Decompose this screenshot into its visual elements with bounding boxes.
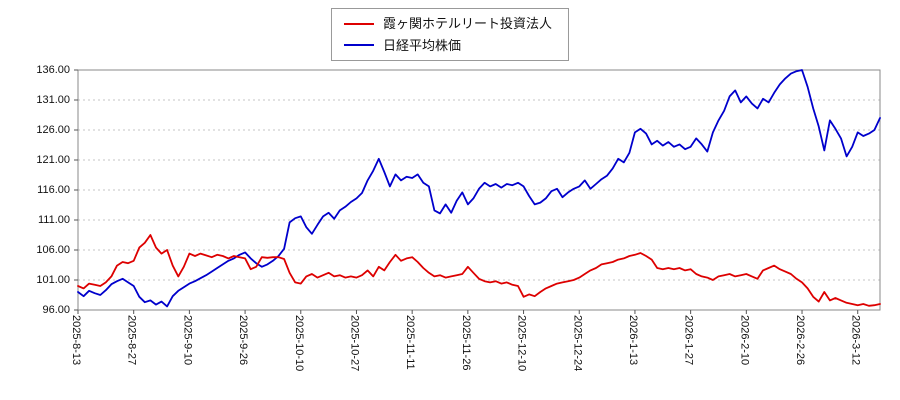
red-line-swatch: [343, 22, 374, 25]
legend-item-kasumigaseki-hotel-reit: 霞ヶ関ホテルリート投資法人: [343, 16, 553, 32]
legend: 霞ヶ関ホテルリート投資法人 日経平均株価: [330, 8, 570, 62]
legend-label: 霞ヶ関ホテルリート投資法人: [382, 16, 553, 31]
blue-line-swatch: [343, 44, 374, 47]
legend-item-nikkei-average: 日経平均株価: [343, 37, 552, 54]
legend-label: 日経平均株価: [382, 37, 462, 53]
